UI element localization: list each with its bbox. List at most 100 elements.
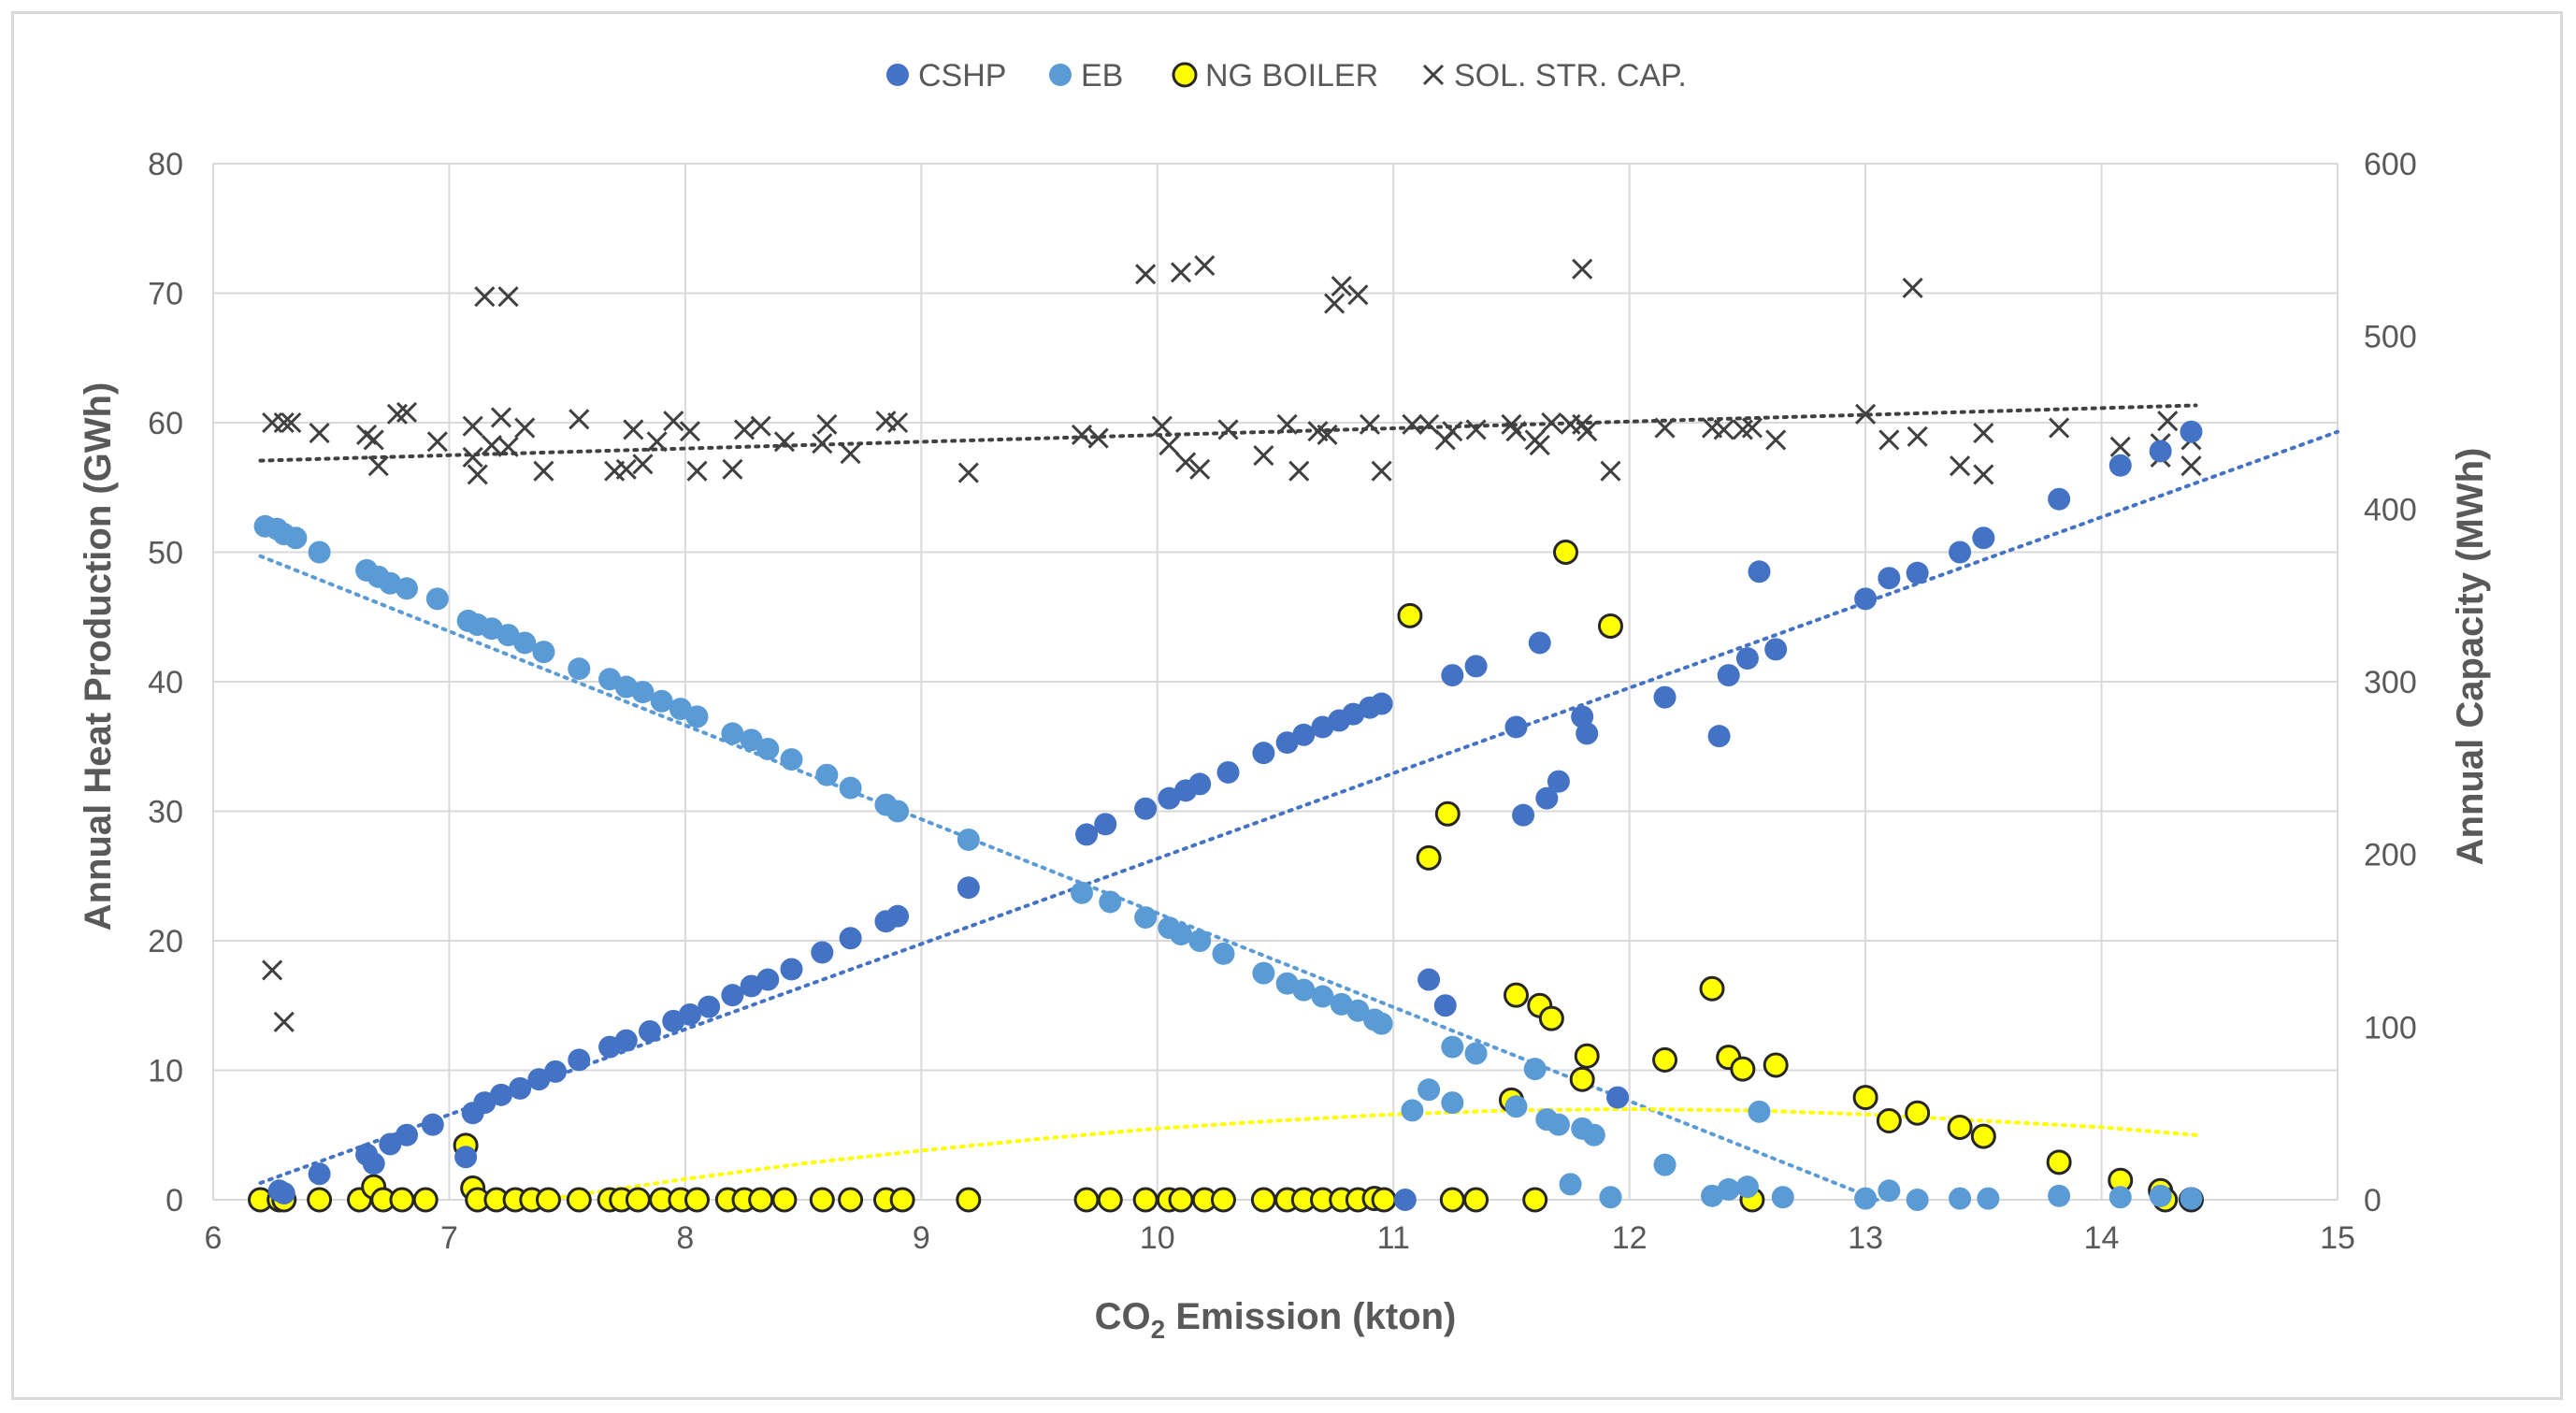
legend-label: CSHP	[918, 58, 1006, 94]
y-tick-label: 30	[148, 795, 183, 830]
cshp-point	[1717, 664, 1740, 687]
ng-boiler-point	[1970, 1123, 1996, 1149]
legend-label: NG BOILER	[1205, 58, 1378, 94]
legend: CSHP EB NG BOILER SOL. STR. CAP.	[886, 58, 1687, 94]
cshp-point	[454, 1146, 478, 1169]
sol-str-cap-point	[663, 411, 684, 432]
cshp-point	[1748, 560, 1771, 584]
sol-str-cap-point	[1465, 419, 1487, 440]
sol-str-cap-point	[840, 443, 861, 465]
cshp-point	[1606, 1086, 1630, 1109]
sol-str-cap-point	[262, 959, 283, 981]
cshp-point	[957, 876, 980, 900]
ng-boiler-point	[889, 1187, 915, 1213]
x-tick-label: 12	[1612, 1220, 1648, 1256]
eb-point	[1370, 1012, 1393, 1035]
y-tick-label: 0	[165, 1183, 183, 1218]
ng-boiler-point	[1553, 540, 1579, 565]
x-axis-title-prefix: CO	[1095, 1296, 1151, 1337]
sol-str-cap-point	[1973, 464, 1994, 485]
x-axis-title: CO2 Emission (kton)	[1095, 1296, 1457, 1344]
cshp-point	[614, 1029, 638, 1052]
x-tick-label: 11	[1377, 1220, 1410, 1256]
sol-str-cap-point	[1765, 429, 1787, 451]
sol-str-cap-point	[1158, 434, 1180, 456]
eb-point	[1212, 942, 1235, 965]
x-tick-label: 7	[440, 1220, 458, 1256]
sol-str-cap-point	[462, 446, 483, 468]
eb-point	[1311, 985, 1334, 1008]
sol-str-cap-point	[632, 454, 654, 475]
ng-boiler-point	[1569, 1066, 1595, 1092]
eb-point	[839, 776, 862, 800]
cshp-point	[1535, 786, 1559, 810]
tick-layer: 6 7 8 9 10 11 12 13 14 15 0 10 20 30 40 50 60 70 80 0 100 200…	[148, 147, 2417, 1256]
ng-boiler-point	[748, 1187, 774, 1213]
sol-str-cap-point	[686, 460, 708, 482]
trendline	[258, 429, 2339, 1185]
x-tick-label: 10	[1140, 1220, 1175, 1256]
trendline	[258, 403, 2198, 463]
eb-point	[308, 541, 331, 564]
legend-ng-boiler-marker	[1172, 62, 1198, 88]
sol-str-cap-point	[1331, 276, 1352, 297]
sol-str-cap-point	[722, 458, 743, 480]
y2-tick-label: 500	[2364, 320, 2417, 355]
sol-str-cap-point	[568, 409, 590, 430]
sol-str-cap-point	[497, 436, 519, 457]
legend-label: SOL. STR. CAP.	[1454, 58, 1687, 94]
ng-boiler-point	[1652, 1046, 1678, 1073]
x-axis-title-subscript: 2	[1151, 1315, 1166, 1344]
cshp-point	[489, 1083, 512, 1106]
cshp-point	[1370, 692, 1393, 715]
sol-str-cap-point	[1276, 413, 1298, 435]
trendline	[541, 1106, 2198, 1202]
sol-str-cap-point	[1347, 284, 1369, 306]
cshp-point	[396, 1123, 419, 1146]
eb-point	[1547, 1113, 1570, 1136]
x-tick-label: 13	[1848, 1220, 1883, 1256]
cshp-point	[678, 1002, 701, 1026]
cshp-point	[1418, 968, 1441, 991]
sol-str-cap-point	[1505, 421, 1527, 442]
sol-str-cap-point	[1576, 421, 1598, 442]
cshp-point	[1393, 1189, 1417, 1211]
sol-str-cap-point	[2109, 436, 2131, 457]
cshp-point	[1441, 664, 1464, 687]
marker-layer	[247, 254, 2204, 1213]
cshp-point	[1504, 715, 1528, 739]
cshp-point	[1571, 705, 1594, 728]
ng-boiler-point	[771, 1187, 798, 1213]
cshp-point	[811, 941, 834, 964]
sol-str-cap-point	[467, 464, 488, 485]
cshp-point	[1854, 587, 1878, 611]
cshp-point	[509, 1076, 532, 1100]
eb-point	[1599, 1186, 1622, 1209]
sol-str-cap-point	[426, 431, 448, 453]
eb-point	[957, 828, 980, 851]
legend-sol-str-cap-marker	[1422, 64, 1445, 86]
y2-tick-label: 400	[2364, 492, 2417, 527]
cshp-point	[1094, 813, 1117, 836]
sol-str-cap-point	[1902, 277, 1923, 299]
trendline-layer	[258, 403, 2339, 1202]
y-tick-label: 20	[148, 924, 183, 959]
cshp-point	[1188, 772, 1212, 796]
sol-str-cap-point	[363, 429, 384, 451]
ng-boiler-point	[1905, 1100, 1931, 1126]
ng-boiler-point	[1416, 844, 1442, 871]
y-tick-label: 60	[148, 406, 183, 441]
sol-str-cap-point	[1654, 417, 1676, 439]
y-axis-title: Annual Heat Production (GWh)	[78, 382, 119, 931]
cshp-point	[308, 1162, 331, 1186]
ng-boiler-point	[1503, 982, 1529, 1008]
eb-point	[685, 705, 709, 728]
legend-cshp-marker	[886, 64, 909, 86]
sol-str-cap-point	[1572, 258, 1593, 280]
legend-label: EB	[1081, 58, 1123, 94]
cshp-point	[1707, 725, 1731, 748]
x-tick-label: 15	[2320, 1220, 2355, 1256]
sol-str-cap-point	[679, 421, 700, 442]
sol-str-cap-point	[1529, 434, 1550, 456]
cshp-point	[780, 958, 803, 981]
